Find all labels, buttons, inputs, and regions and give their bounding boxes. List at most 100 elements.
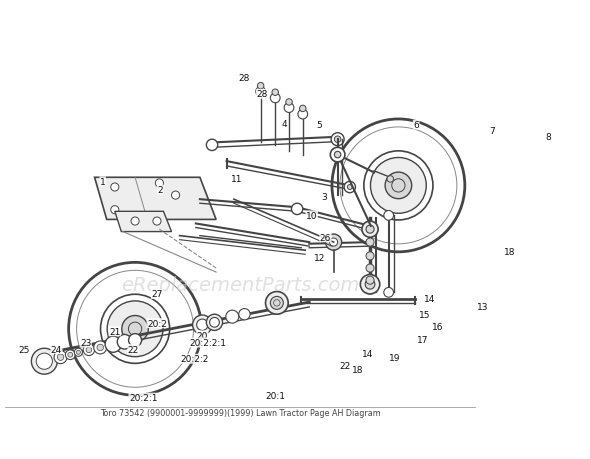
Circle shape (340, 128, 457, 244)
Text: Toro 73542 (9900001-9999999)(1999) Lawn Tractor Page AH Diagram: Toro 73542 (9900001-9999999)(1999) Lawn … (100, 408, 381, 417)
Circle shape (111, 206, 119, 214)
Polygon shape (115, 212, 172, 232)
Circle shape (392, 179, 405, 193)
Text: 13: 13 (477, 303, 489, 312)
Text: 14: 14 (362, 349, 373, 358)
Circle shape (270, 94, 280, 104)
Text: 7: 7 (490, 127, 495, 135)
Circle shape (83, 344, 94, 356)
Text: 28: 28 (257, 90, 268, 99)
Circle shape (364, 151, 433, 220)
Circle shape (365, 280, 375, 290)
Circle shape (206, 140, 218, 151)
Text: 14: 14 (424, 295, 435, 304)
Circle shape (344, 182, 355, 193)
Circle shape (335, 152, 341, 158)
Circle shape (266, 292, 288, 314)
Circle shape (57, 354, 64, 361)
Circle shape (117, 335, 132, 349)
Circle shape (77, 271, 194, 387)
Text: 24: 24 (51, 345, 62, 354)
Text: 28: 28 (239, 74, 250, 83)
Text: 1: 1 (100, 178, 106, 186)
Text: 5: 5 (316, 121, 322, 130)
Circle shape (257, 84, 264, 90)
Text: 10: 10 (306, 212, 317, 220)
Circle shape (272, 90, 278, 96)
Circle shape (206, 314, 222, 330)
Circle shape (326, 235, 342, 251)
Circle shape (366, 264, 374, 273)
Text: 22: 22 (128, 345, 139, 354)
Circle shape (384, 288, 394, 297)
Circle shape (172, 192, 179, 200)
Text: 22: 22 (339, 361, 350, 370)
Circle shape (68, 353, 73, 358)
Text: 20:2:2: 20:2:2 (180, 354, 208, 364)
Text: 18: 18 (504, 248, 515, 257)
Circle shape (298, 110, 307, 120)
Text: 21: 21 (109, 327, 120, 336)
Text: 2: 2 (158, 185, 163, 195)
Text: 19: 19 (389, 353, 401, 362)
Text: 25: 25 (18, 345, 30, 354)
Text: 27: 27 (151, 290, 163, 299)
Text: 20:2: 20:2 (147, 319, 167, 328)
Circle shape (76, 351, 80, 354)
Text: 3: 3 (321, 193, 327, 202)
Circle shape (192, 315, 212, 335)
Circle shape (348, 185, 352, 190)
Circle shape (366, 239, 374, 246)
Circle shape (331, 134, 344, 146)
Circle shape (129, 334, 142, 347)
Circle shape (74, 348, 83, 357)
Circle shape (111, 184, 119, 192)
Circle shape (332, 120, 465, 252)
Circle shape (256, 87, 266, 97)
Circle shape (153, 218, 161, 225)
Circle shape (384, 211, 394, 221)
Circle shape (366, 276, 374, 285)
Text: 20:1: 20:1 (266, 391, 285, 400)
Circle shape (86, 347, 91, 353)
Circle shape (54, 351, 67, 364)
Circle shape (286, 100, 292, 106)
Circle shape (270, 297, 283, 310)
Circle shape (36, 353, 53, 369)
Circle shape (226, 310, 239, 324)
Circle shape (97, 344, 103, 351)
Text: 20:2:2:1: 20:2:2:1 (189, 338, 227, 347)
Circle shape (335, 137, 341, 143)
Circle shape (94, 341, 107, 354)
Polygon shape (94, 178, 216, 220)
Circle shape (129, 323, 142, 336)
Text: 16: 16 (431, 322, 443, 331)
Text: 15: 15 (418, 310, 430, 319)
Circle shape (284, 104, 294, 113)
Text: 23: 23 (80, 338, 91, 347)
Text: 20:2:1: 20:2:1 (129, 393, 158, 402)
Circle shape (209, 318, 219, 327)
Circle shape (362, 222, 378, 238)
Circle shape (387, 176, 394, 183)
Circle shape (371, 158, 427, 214)
Circle shape (385, 173, 412, 199)
Circle shape (68, 263, 202, 395)
Circle shape (366, 225, 374, 234)
Text: 4: 4 (281, 120, 287, 129)
Text: eReplacementParts.com: eReplacementParts.com (121, 275, 359, 294)
Circle shape (65, 350, 75, 360)
Text: 6: 6 (414, 121, 419, 130)
Text: 8: 8 (545, 133, 551, 142)
Circle shape (360, 275, 380, 294)
Circle shape (107, 301, 163, 357)
Circle shape (155, 179, 163, 188)
Circle shape (100, 295, 169, 364)
Text: 12: 12 (314, 253, 326, 263)
Circle shape (330, 239, 337, 246)
Circle shape (300, 106, 306, 112)
Circle shape (291, 204, 303, 215)
Circle shape (366, 252, 374, 260)
Circle shape (196, 319, 208, 330)
Circle shape (274, 300, 280, 307)
